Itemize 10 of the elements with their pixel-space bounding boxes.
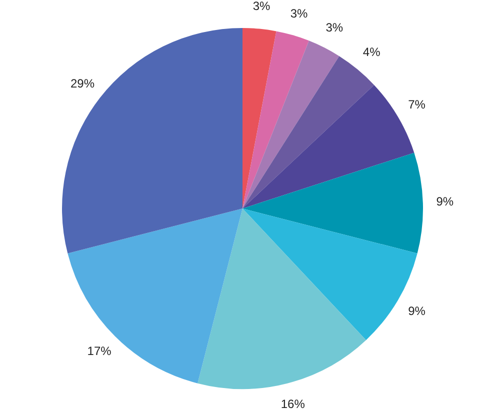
data-label: 17%: [87, 344, 112, 358]
data-label: 3%: [252, 0, 271, 14]
data-label: 3%: [290, 6, 308, 20]
data-label: 29%: [70, 76, 95, 91]
data-label: 7%: [408, 98, 426, 112]
data-label: 9%: [408, 304, 426, 318]
data-label: 3%: [326, 20, 344, 34]
data-label: 9%: [436, 194, 454, 208]
data-label: 4%: [362, 44, 381, 59]
data-label: 16%: [280, 396, 306, 411]
